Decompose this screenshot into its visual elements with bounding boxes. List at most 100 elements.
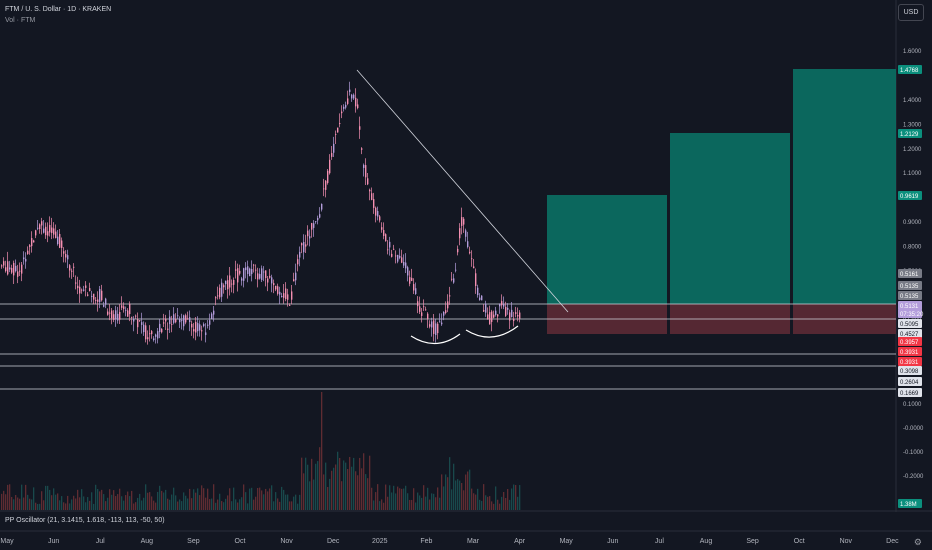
candle-body bbox=[53, 228, 55, 235]
volume-bar bbox=[465, 474, 467, 510]
volume-bar bbox=[73, 495, 75, 510]
volume-bar bbox=[243, 484, 245, 510]
chart-title: FTM / U. S. Dollar · 1D · KRAKEN bbox=[5, 6, 112, 13]
volume-bar bbox=[271, 485, 273, 510]
volume-bar bbox=[321, 392, 323, 510]
volume-bar bbox=[391, 492, 393, 510]
volume-bar bbox=[135, 502, 137, 510]
candle-body bbox=[481, 295, 483, 301]
volume-bar bbox=[179, 499, 181, 510]
candle-body bbox=[413, 284, 415, 291]
volume-bar bbox=[167, 498, 169, 510]
candle-body bbox=[513, 318, 515, 322]
volume-bar bbox=[53, 488, 55, 510]
candle-body bbox=[205, 332, 207, 336]
candle-body bbox=[87, 294, 89, 296]
candle-body bbox=[499, 303, 501, 307]
volume-bar bbox=[515, 485, 517, 510]
candle-body bbox=[503, 303, 505, 307]
volume-bar bbox=[393, 485, 395, 510]
candle-body bbox=[65, 254, 67, 258]
candle-body bbox=[305, 244, 307, 247]
volume-bar bbox=[241, 497, 243, 510]
target-zone bbox=[670, 133, 790, 304]
volume-bar bbox=[507, 488, 509, 510]
volume-bar bbox=[489, 496, 491, 510]
price-tick: 0.8000 bbox=[903, 244, 922, 250]
volume-bar bbox=[201, 485, 203, 510]
volume-bar bbox=[131, 490, 133, 510]
candle-body bbox=[441, 322, 443, 325]
volume-bar bbox=[223, 502, 225, 510]
volume-bar bbox=[51, 495, 53, 510]
volume-bar bbox=[159, 485, 161, 510]
volume-bar bbox=[219, 493, 221, 510]
price-label: 1.2129 bbox=[900, 132, 919, 138]
candle-body bbox=[495, 310, 497, 315]
volume-bar bbox=[61, 496, 63, 510]
price-label: 0.4527 bbox=[900, 332, 919, 338]
candle-body bbox=[245, 267, 247, 271]
volume-bar bbox=[23, 497, 25, 510]
volume-bar bbox=[153, 500, 155, 510]
volume-bar bbox=[285, 494, 287, 510]
candle-body bbox=[117, 313, 119, 321]
volume-bar bbox=[353, 457, 355, 510]
price-tick: 1.1000 bbox=[903, 171, 922, 177]
candle-body bbox=[425, 309, 427, 311]
currency-button[interactable]: USD bbox=[898, 4, 924, 21]
candle-body bbox=[331, 153, 333, 157]
volume-bar bbox=[17, 497, 19, 510]
volume-bar bbox=[33, 487, 35, 510]
candle-body bbox=[133, 319, 135, 322]
volume-bar bbox=[299, 494, 301, 510]
volume-bar bbox=[13, 499, 15, 510]
volume-bar bbox=[283, 489, 285, 510]
candle-body bbox=[451, 278, 453, 280]
volume-bar bbox=[259, 487, 261, 510]
price-tick: -0.1000 bbox=[903, 450, 924, 456]
price-tick: -0.0000 bbox=[903, 426, 924, 432]
volume-bar bbox=[485, 495, 487, 510]
volume-bar bbox=[105, 501, 107, 510]
volume-bar bbox=[287, 494, 289, 510]
candle-body bbox=[141, 322, 143, 325]
candle-body bbox=[453, 278, 455, 283]
volume-bar bbox=[319, 447, 321, 510]
price-tick: 1.6000 bbox=[903, 49, 922, 55]
candle-body bbox=[231, 283, 233, 285]
volume-bar bbox=[315, 463, 317, 510]
volume-bar bbox=[323, 474, 325, 510]
volume-bar bbox=[499, 503, 501, 510]
volume-bar bbox=[399, 488, 401, 510]
candle-body bbox=[383, 230, 385, 236]
volume-bar bbox=[459, 480, 461, 510]
candle-body bbox=[461, 217, 463, 226]
candle-body bbox=[45, 226, 47, 236]
gear-icon[interactable]: ⚙ bbox=[913, 537, 922, 547]
volume-bar bbox=[317, 461, 319, 510]
price-label-box bbox=[898, 337, 922, 346]
candle-body bbox=[283, 293, 285, 298]
candle-body bbox=[431, 321, 433, 328]
volume-bar bbox=[481, 500, 483, 510]
volume-bar bbox=[171, 494, 173, 510]
volume-bar bbox=[405, 485, 407, 510]
candle-body bbox=[227, 280, 229, 290]
candle-body bbox=[379, 216, 381, 221]
volume-bar bbox=[69, 503, 71, 510]
volume-bar bbox=[303, 473, 305, 510]
volume-bar bbox=[445, 474, 447, 510]
time-tick: Nov bbox=[280, 538, 293, 545]
volume-bar bbox=[225, 498, 227, 510]
candle-body bbox=[151, 331, 153, 335]
candle-body bbox=[335, 134, 337, 135]
time-tick: Aug bbox=[700, 538, 713, 545]
volume-bar bbox=[133, 503, 135, 510]
candle-body bbox=[195, 321, 197, 333]
volume-bar bbox=[437, 487, 439, 510]
candle-body bbox=[369, 189, 371, 192]
candle-body bbox=[401, 257, 403, 263]
volume-bar bbox=[107, 497, 109, 510]
